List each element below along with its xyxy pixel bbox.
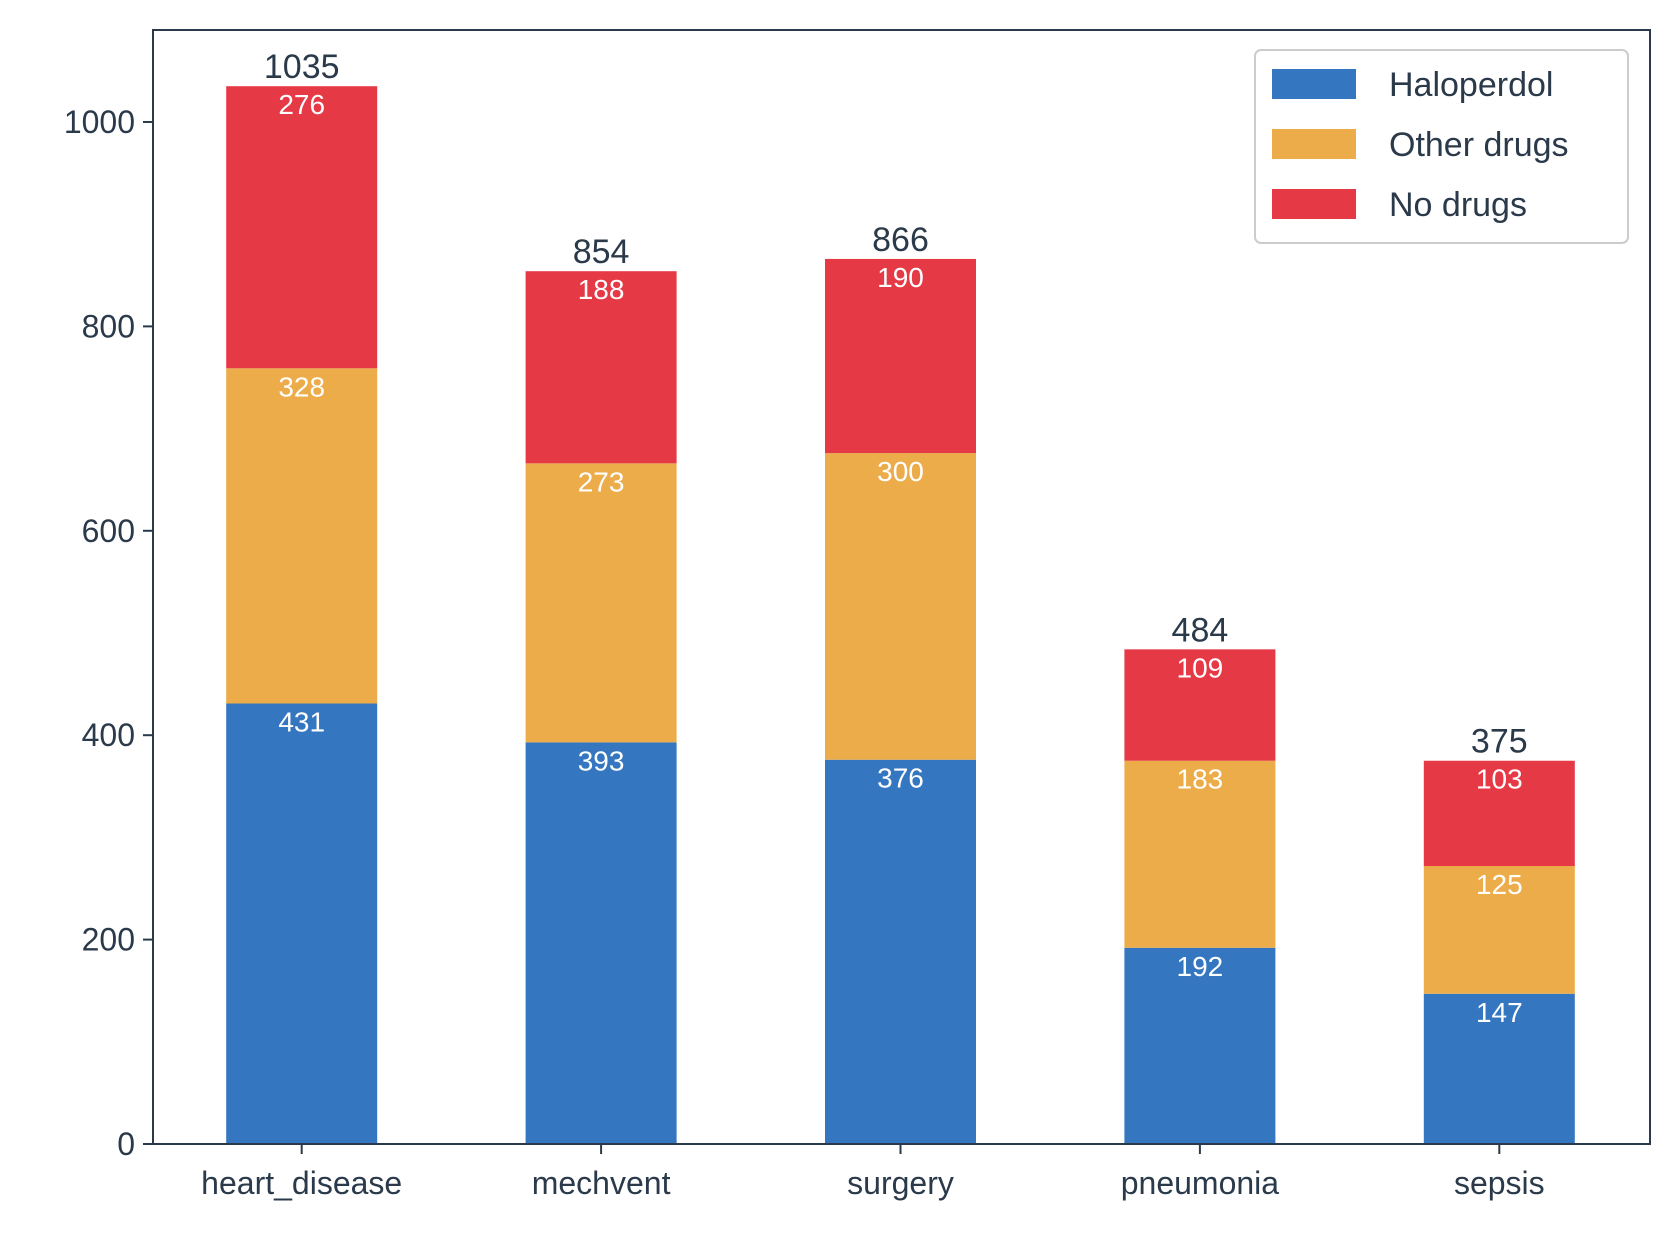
bar-pneumonia-other-drugs (1124, 760, 1276, 948)
total-value-label: 1035 (264, 48, 340, 86)
x-tick-label: surgery (847, 1165, 954, 1201)
bars-layer (226, 86, 1575, 1144)
x-axis: heart_disease mechvent surgery pneumonia sep… (201, 1144, 1545, 1201)
bar-pneumonia-haloperdol (1124, 947, 1276, 1144)
total-value-label: 854 (573, 233, 630, 271)
y-tick-label: 0 (117, 1126, 135, 1162)
bar-surgery-other-drugs (825, 453, 976, 760)
segment-value-label: 147 (1476, 997, 1523, 1028)
total-labels-layer: 1035 854 866 484 375 (264, 48, 1528, 761)
segment-value-label: 328 (278, 371, 325, 402)
segment-value-label: 376 (877, 763, 924, 794)
legend: Haloperdol Other drugs No drugs (1254, 49, 1629, 244)
segment-value-label: 393 (578, 745, 625, 776)
segment-value-label: 192 (1177, 951, 1224, 982)
segment-labels-layer: 431 328 276 393 273 188 376 300 190 192 183 109 147 1… (278, 89, 1522, 1028)
legend-label: No drugs (1389, 186, 1527, 224)
bar-heart_disease-other-drugs (226, 368, 378, 704)
x-tick-label: mechvent (532, 1165, 671, 1201)
bar-sepsis-haloperdol (1423, 993, 1575, 1144)
y-tick-label: 200 (82, 922, 135, 958)
segment-value-label: 273 (578, 466, 625, 497)
total-value-label: 375 (1471, 723, 1528, 761)
bar-pneumonia-no-drugs (1124, 649, 1276, 761)
y-tick-label: 800 (82, 308, 135, 344)
legend-label: Other drugs (1389, 126, 1569, 164)
x-tick-label: sepsis (1454, 1165, 1545, 1201)
legend-swatch (1272, 189, 1356, 219)
bar-surgery-no-drugs (825, 258, 976, 454)
plot-frame (152, 29, 1651, 1145)
bar-mechvent-haloperdol (525, 742, 677, 1144)
y-tick-label: 400 (82, 717, 135, 753)
bar-sepsis-no-drugs (1423, 760, 1575, 867)
x-tick-label: heart_disease (201, 1165, 402, 1201)
segment-value-label: 188 (578, 274, 625, 305)
y-tick-label: 1000 (64, 104, 135, 140)
y-axis: 0 200 400 600 800 1000 (64, 104, 153, 1162)
total-value-label: 866 (872, 221, 929, 259)
legend-label: Haloperdol (1389, 66, 1553, 104)
segment-value-label: 183 (1177, 764, 1224, 795)
bar-surgery-haloperdol (825, 759, 976, 1144)
bar-mechvent-no-drugs (525, 271, 677, 464)
segment-value-label: 103 (1476, 764, 1523, 795)
x-tick-label: pneumonia (1121, 1165, 1280, 1201)
legend-swatch (1272, 129, 1356, 159)
y-tick-label: 600 (82, 513, 135, 549)
total-value-label: 484 (1172, 611, 1229, 649)
bar-heart_disease-no-drugs (226, 86, 378, 369)
legend-swatch (1272, 69, 1356, 99)
segment-value-label: 431 (278, 707, 325, 738)
segment-value-label: 276 (278, 89, 325, 120)
segment-value-label: 125 (1476, 869, 1523, 900)
bar-sepsis-other-drugs (1423, 866, 1575, 994)
bar-mechvent-other-drugs (525, 463, 677, 743)
segment-value-label: 300 (877, 456, 924, 487)
segment-value-label: 190 (877, 262, 924, 293)
bar-heart_disease-haloperdol (226, 703, 378, 1144)
segment-value-label: 109 (1177, 652, 1224, 683)
